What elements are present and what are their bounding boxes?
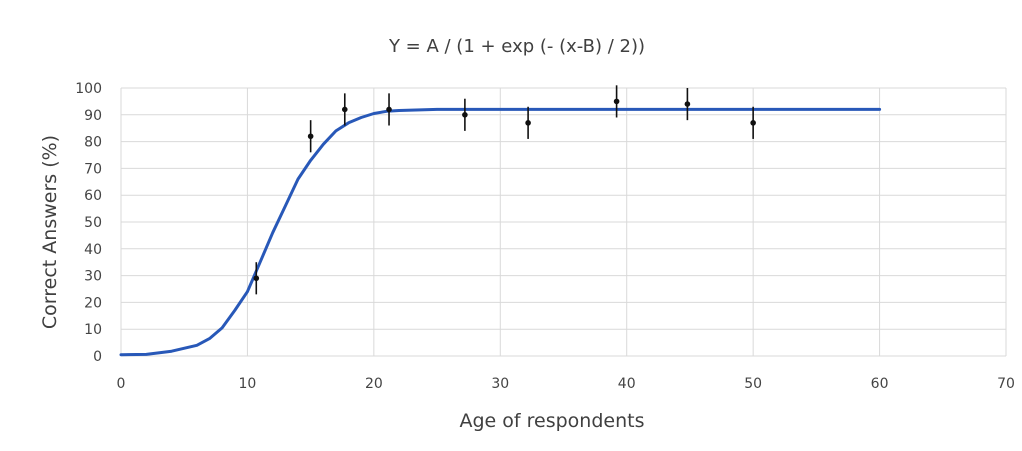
data-point-group bbox=[386, 93, 392, 126]
y-tick-label: 90 bbox=[84, 108, 102, 124]
data-point-group bbox=[750, 106, 756, 139]
fit-curve-layer bbox=[119, 107, 882, 357]
y-tick-label: 100 bbox=[75, 81, 102, 97]
y-tick-label: 10 bbox=[84, 322, 102, 338]
data-point bbox=[750, 120, 756, 126]
data-point bbox=[462, 112, 468, 118]
x-axis-label: Age of respondents bbox=[460, 410, 645, 432]
data-point bbox=[341, 106, 348, 113]
data-point-group bbox=[341, 93, 348, 126]
y-tick-label: 80 bbox=[84, 135, 102, 151]
y-axis-label: Correct Answers (%) bbox=[39, 135, 61, 329]
x-tick-label: 30 bbox=[491, 376, 509, 392]
y-tick-label: 50 bbox=[84, 215, 102, 231]
data-point-group bbox=[307, 120, 314, 153]
chart-title: Y = A / (1 + exp (- (x-B) / 2)) bbox=[388, 36, 645, 57]
x-tick-label: 20 bbox=[365, 376, 383, 392]
y-tick-label: 0 bbox=[93, 349, 102, 365]
tick-labels: 0 10 20 30 40 50 60 70 80 90 100 0 10 20 30 40 50 60 70 bbox=[75, 81, 1015, 392]
x-tick-label: 70 bbox=[997, 376, 1015, 392]
x-tick-label: 0 bbox=[117, 376, 126, 392]
y-tick-label: 60 bbox=[84, 188, 102, 204]
y-tick-label: 40 bbox=[84, 242, 102, 258]
data-point bbox=[307, 133, 314, 140]
sigmoid-fit-line bbox=[119, 107, 882, 357]
data-point bbox=[613, 98, 620, 105]
data-point bbox=[525, 120, 531, 126]
data-point-group bbox=[253, 262, 260, 295]
y-tick-label: 30 bbox=[84, 269, 102, 285]
data-point-group bbox=[684, 88, 691, 121]
x-tick-label: 40 bbox=[618, 376, 636, 392]
y-tick-label: 20 bbox=[84, 295, 102, 311]
data-point bbox=[253, 275, 260, 282]
data-point-group bbox=[613, 85, 620, 118]
x-tick-label: 50 bbox=[744, 376, 762, 392]
x-tick-label: 60 bbox=[871, 376, 889, 392]
data-point-group bbox=[525, 106, 531, 139]
data-point bbox=[386, 106, 392, 113]
grid-layer bbox=[120, 87, 1007, 357]
y-tick-label: 70 bbox=[84, 161, 102, 177]
x-tick-label: 10 bbox=[239, 376, 257, 392]
data-point bbox=[684, 101, 691, 107]
data-point-group bbox=[462, 98, 468, 131]
data-points-layer bbox=[253, 85, 756, 295]
